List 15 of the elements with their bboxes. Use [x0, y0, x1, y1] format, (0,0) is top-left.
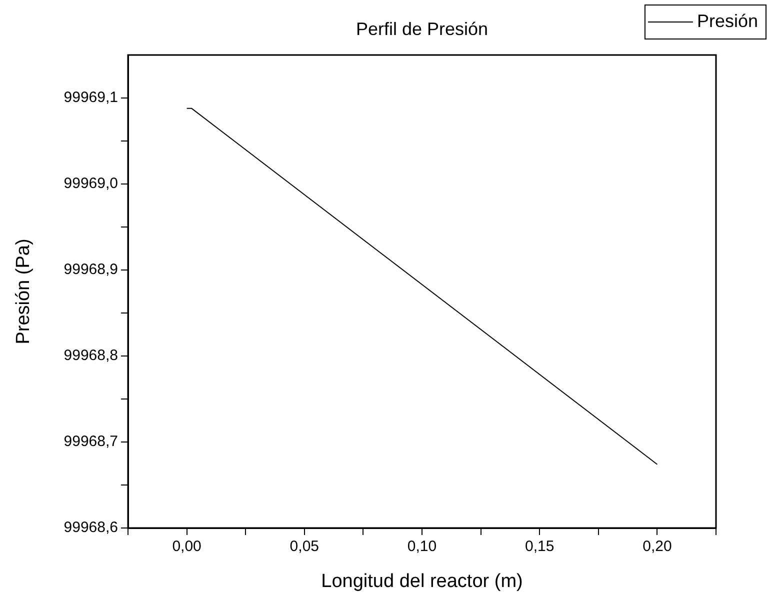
- x-tick-label: 0,10: [407, 538, 437, 556]
- y-tick-label: 99968,6: [64, 519, 118, 536]
- y-tick-label: 99969,0: [64, 175, 118, 192]
- legend-label: Presión: [696, 10, 758, 31]
- x-tick-label: 0,00: [172, 538, 202, 556]
- x-tick-label: 0,15: [525, 538, 554, 556]
- chart-title: Perfil de Presión: [356, 18, 488, 39]
- x-tick-label: 0,20: [642, 538, 672, 556]
- y-tick-label: 99968,7: [64, 433, 118, 450]
- y-tick-label: 99968,8: [64, 347, 118, 364]
- y-tick-label: 99968,9: [64, 261, 118, 278]
- y-axis-title: Presión (Pa): [13, 238, 34, 344]
- y-tick-label: 99969,1: [64, 89, 118, 106]
- x-axis-title: Longitud del reactor (m): [321, 571, 523, 592]
- x-tick-label: 0,05: [290, 538, 319, 556]
